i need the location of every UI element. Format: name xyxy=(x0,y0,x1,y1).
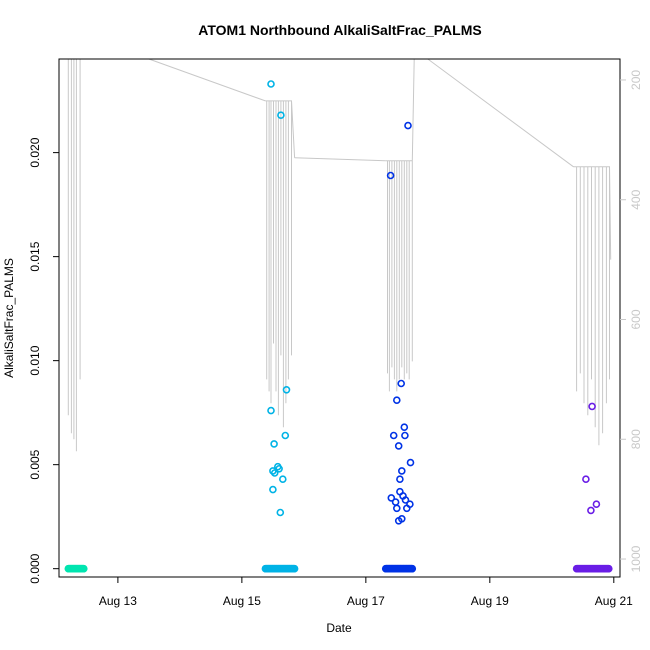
data-point xyxy=(278,475,287,484)
data-point xyxy=(276,508,285,517)
right-tick-label: 800 xyxy=(629,429,643,449)
data-point xyxy=(394,442,403,450)
right-tick-label: 600 xyxy=(629,309,643,329)
data-point xyxy=(80,564,88,573)
data-point xyxy=(282,385,291,394)
data-point xyxy=(401,431,409,440)
data-point xyxy=(270,440,278,448)
data-point xyxy=(588,402,596,411)
data-point xyxy=(408,564,417,573)
secondary-line-segment xyxy=(67,58,84,452)
data-point xyxy=(389,431,398,440)
data-point xyxy=(404,121,412,130)
data-point xyxy=(582,475,590,484)
data-point xyxy=(604,564,613,573)
y-axis-right: 200 400 600 800 1000 xyxy=(620,70,643,572)
data-points-layer xyxy=(64,80,613,573)
data-point xyxy=(275,464,283,473)
data-point xyxy=(396,475,404,484)
data-point xyxy=(402,504,411,513)
right-tick-label: 200 xyxy=(629,70,643,90)
x-axis-label: Date xyxy=(326,621,352,635)
data-point xyxy=(386,171,395,180)
data-point xyxy=(387,494,396,502)
y-tick-label: 0.020 xyxy=(28,137,42,167)
chart-title: ATOM1 Northbound AlkaliSaltFrac_PALMS xyxy=(198,22,481,38)
right-tick-label: 400 xyxy=(629,189,643,209)
data-point xyxy=(290,564,299,573)
data-point xyxy=(392,396,401,405)
x-tick-label: Aug 13 xyxy=(99,594,137,608)
data-point xyxy=(397,379,406,388)
data-point xyxy=(392,504,401,513)
y-tick-label: 0.000 xyxy=(28,553,42,583)
right-tick-label: 1000 xyxy=(629,545,643,572)
data-point xyxy=(401,496,410,504)
data-point xyxy=(267,80,275,88)
x-tick-label: Aug 19 xyxy=(471,594,509,608)
data-point xyxy=(406,458,415,467)
y-tick-label: 0.010 xyxy=(28,345,42,375)
data-point xyxy=(281,431,290,440)
x-tick-label: Aug 15 xyxy=(223,594,261,608)
secondary-line-segment xyxy=(573,166,612,446)
secondary-line-segment xyxy=(427,58,574,168)
secondary-series-layer xyxy=(67,58,612,452)
data-point xyxy=(267,406,275,415)
y-tick-label: 0.015 xyxy=(28,241,42,271)
data-point xyxy=(397,467,406,475)
data-point xyxy=(587,506,595,515)
data-point xyxy=(277,111,285,119)
secondary-line-segment xyxy=(265,100,296,428)
data-point xyxy=(269,485,277,494)
x-tick-label: Aug 17 xyxy=(347,594,385,608)
data-point xyxy=(592,500,601,509)
plot-frame xyxy=(58,58,621,578)
data-point xyxy=(400,423,409,432)
secondary-line-segment xyxy=(294,157,386,162)
data-point xyxy=(394,516,403,525)
secondary-line-segment xyxy=(148,58,266,102)
secondary-line-segment xyxy=(385,58,415,392)
y-tick-label: 0.005 xyxy=(28,449,42,479)
y-axis-label: AlkaliSaltFrac_PALMS xyxy=(2,258,16,378)
data-point xyxy=(391,498,400,506)
x-tick-label: Aug 21 xyxy=(595,594,633,608)
x-axis: Aug 13 Aug 15 Aug 17 Aug 19 Aug 21 xyxy=(99,577,633,608)
data-point xyxy=(270,469,279,477)
y-axis: 0.000 0.005 0.010 0.015 0.020 xyxy=(28,137,59,584)
